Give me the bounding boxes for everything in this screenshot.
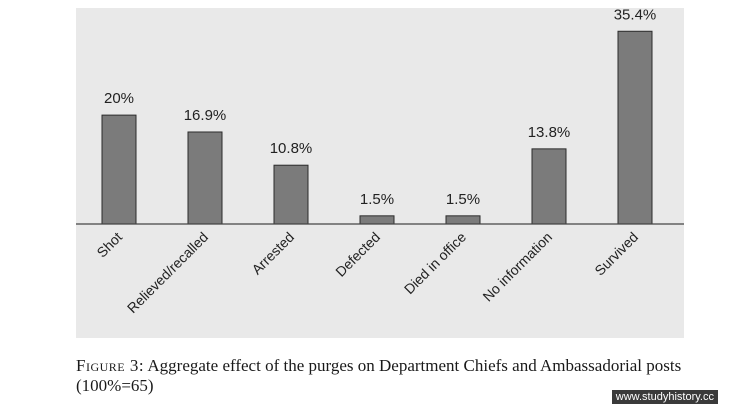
data-label-3: 1.5% [360, 191, 394, 208]
tick-label-2: Arrested [248, 229, 297, 278]
bar-2 [273, 164, 309, 225]
caption-text: Aggregate effect of the purges on Depart… [76, 356, 682, 395]
bar-3 [359, 215, 395, 225]
caption-figure-label: Figure 3: [76, 356, 145, 375]
tick-label-3: Defected [332, 229, 383, 280]
watermark: www.studyhistory.cc [611, 390, 718, 404]
data-label-2: 10.8% [270, 140, 313, 157]
data-label-1: 16.9% [184, 107, 227, 124]
data-label-0: 20% [104, 90, 134, 107]
bar-chart: 20% 16.9% 10.8% 1.5% 1.5% 13.8% 35.4% ShotReli… [76, 8, 684, 316]
data-label-4: 1.5% [446, 191, 480, 208]
bar-6 [617, 30, 653, 225]
data-labels-layer: 20% 16.9% 10.8% 1.5% 1.5% 13.8% 35.4% [104, 8, 656, 208]
bar-4 [445, 215, 481, 225]
data-label-5: 13.8% [528, 124, 571, 141]
bar-5 [531, 148, 567, 225]
figure-caption: Figure 3: Aggregate effect of the purges… [76, 356, 686, 396]
tick-label-6: Survived [591, 229, 641, 279]
bar-1 [187, 131, 223, 225]
chart-panel: 20% 16.9% 10.8% 1.5% 1.5% 13.8% 35.4% Shot Reli… [76, 8, 684, 338]
tick-label-0: Shot [93, 229, 125, 261]
bars-layer [101, 30, 653, 225]
data-label-6: 35.4% [614, 8, 657, 23]
tick-label-1: Relieved/recalled [124, 229, 211, 316]
tick-label-5: No information [479, 229, 555, 305]
bar-0 [101, 114, 137, 225]
tick-label-4: Died in office [401, 229, 470, 298]
